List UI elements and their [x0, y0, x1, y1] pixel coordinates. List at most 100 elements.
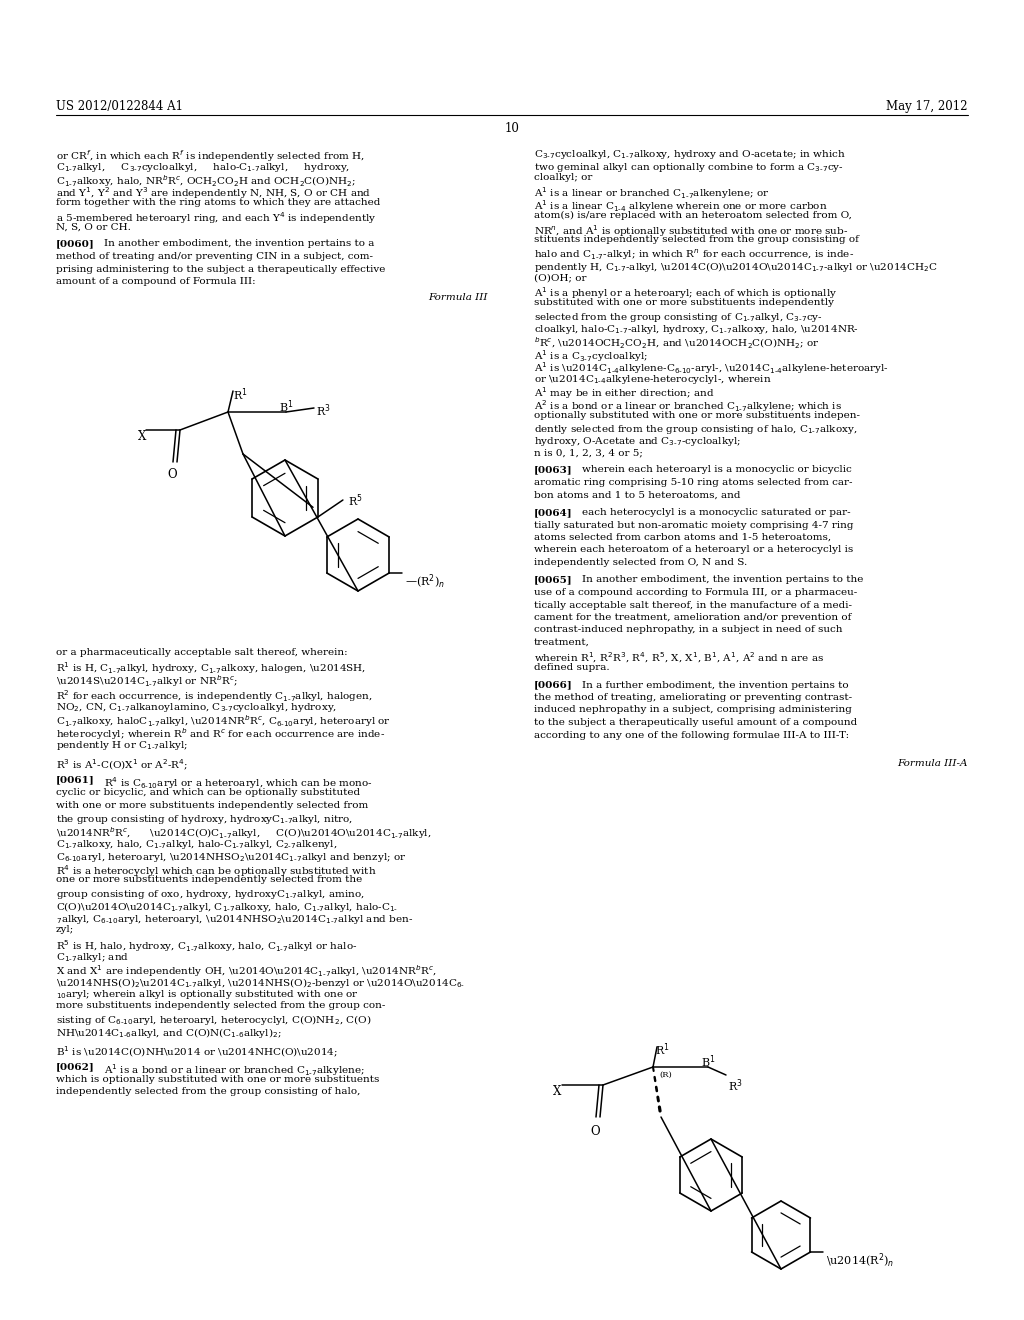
Text: B$^{1}$ is \u2014C(O)NH\u2014 or \u2014NHC(O)\u2014;: B$^{1}$ is \u2014C(O)NH\u2014 or \u2014N… — [56, 1044, 338, 1059]
Text: R$^{1}$: R$^{1}$ — [233, 385, 248, 403]
Text: Formula III: Formula III — [428, 293, 488, 302]
Text: May 17, 2012: May 17, 2012 — [887, 100, 968, 114]
Text: cloalkyl; or: cloalkyl; or — [534, 173, 592, 182]
Text: amount of a compound of Formula III:: amount of a compound of Formula III: — [56, 277, 256, 286]
Text: In another embodiment, the invention pertains to a: In another embodiment, the invention per… — [104, 239, 375, 248]
Text: $^{b}$R$^{c}$, \u2014OCH$_{2}$CO$_{2}$H, and \u2014OCH$_{2}$C(O)NH$_{2}$; or: $^{b}$R$^{c}$, \u2014OCH$_{2}$CO$_{2}$H,… — [534, 335, 819, 351]
Text: [0061]: [0061] — [56, 776, 95, 784]
Text: contrast-induced nephropathy, in a subject in need of such: contrast-induced nephropathy, in a subje… — [534, 626, 843, 635]
Text: atom(s) is/are replaced with an heteroatom selected from O,: atom(s) is/are replaced with an heteroat… — [534, 210, 852, 219]
Text: A$^{2}$ is a bond or a linear or branched C$_{1\text{-}7}$alkylene; which is: A$^{2}$ is a bond or a linear or branche… — [534, 399, 842, 413]
Text: \u2014NR$^{b}$R$^{c}$,      \u2014C(O)C$_{1\text{-}7}$alkyl,     C(O)\u2014O\u20: \u2014NR$^{b}$R$^{c}$, \u2014C(O)C$_{1\t… — [56, 825, 431, 841]
Text: one or more substituents independently selected from the: one or more substituents independently s… — [56, 875, 362, 884]
Text: tially saturated but non-aromatic moiety comprising 4-7 ring: tially saturated but non-aromatic moiety… — [534, 520, 853, 529]
Text: (R): (R) — [659, 1071, 672, 1078]
Text: C$_{1\text{-}7}$alkoxy, halo, C$_{1\text{-}7}$alkyl, halo-C$_{1\text{-}7}$alkyl,: C$_{1\text{-}7}$alkoxy, halo, C$_{1\text… — [56, 838, 337, 851]
Text: US 2012/0122844 A1: US 2012/0122844 A1 — [56, 100, 183, 114]
Text: each heterocyclyl is a monocyclic saturated or par-: each heterocyclyl is a monocyclic satura… — [582, 508, 851, 517]
Text: R$^{5}$ is H, halo, hydroxy, C$_{1\text{-}7}$alkoxy, halo, C$_{1\text{-}7}$alkyl: R$^{5}$ is H, halo, hydroxy, C$_{1\text{… — [56, 939, 357, 954]
Text: substituted with one or more substituents independently: substituted with one or more substituent… — [534, 298, 834, 308]
Text: or \u2014C$_{1\text{-}4}$alkylene-heterocyclyl-, wherein: or \u2014C$_{1\text{-}4}$alkylene-hetero… — [534, 374, 772, 385]
Text: tically acceptable salt thereof, in the manufacture of a medi-: tically acceptable salt thereof, in the … — [534, 601, 852, 610]
Text: defined supra.: defined supra. — [534, 663, 609, 672]
Text: \u2014NHS(O)$_{2}$\u2014C$_{1\text{-}7}$alkyl, \u2014NHS(O)$_{2}$-benzyl or \u20: \u2014NHS(O)$_{2}$\u2014C$_{1\text{-}7}$… — [56, 975, 465, 990]
Text: use of a compound according to Formula III, or a pharmaceu-: use of a compound according to Formula I… — [534, 587, 857, 597]
Text: O: O — [590, 1125, 600, 1138]
Text: sisting of C$_{6\text{-}10}$aryl, heteroaryl, heterocyclyl, C(O)NH$_{2}$, C(O): sisting of C$_{6\text{-}10}$aryl, hetero… — [56, 1012, 372, 1027]
Text: In another embodiment, the invention pertains to the: In another embodiment, the invention per… — [582, 576, 863, 585]
Text: induced nephropathy in a subject, comprising administering: induced nephropathy in a subject, compri… — [534, 705, 852, 714]
Text: [0063]: [0063] — [534, 466, 572, 474]
Text: NO$_{2}$, CN, C$_{1\text{-}7}$alkanoylamino, C$_{3\text{-}7}$cycloalkyl, hydroxy: NO$_{2}$, CN, C$_{1\text{-}7}$alkanoylam… — [56, 701, 337, 714]
Text: R$^{3}$ is A$^{1}$-C(O)X$^{1}$ or A$^{2}$-R$^{4}$;: R$^{3}$ is A$^{1}$-C(O)X$^{1}$ or A$^{2}… — [56, 756, 188, 772]
Text: A$^{1}$ is a C$_{3\text{-}7}$cycloalkyl;: A$^{1}$ is a C$_{3\text{-}7}$cycloalkyl; — [534, 348, 648, 364]
Text: group consisting of oxo, hydroxy, hydroxyC$_{1\text{-}7}$alkyl, amino,: group consisting of oxo, hydroxy, hydrox… — [56, 888, 365, 902]
Text: R$^{5}$: R$^{5}$ — [348, 492, 362, 508]
Text: independently selected from the group consisting of halo,: independently selected from the group co… — [56, 1088, 360, 1097]
Text: A$^{1}$ is a phenyl or a heteroaryl; each of which is optionally: A$^{1}$ is a phenyl or a heteroaryl; eac… — [534, 285, 838, 301]
Text: C(O)\u2014O\u2014C$_{1\text{-}7}$alkyl, C$_{1\text{-}7}$alkoxy, halo, C$_{1\text: C(O)\u2014O\u2014C$_{1\text{-}7}$alkyl, … — [56, 900, 398, 915]
Text: C$_{3\text{-}7}$cycloalkyl, C$_{1\text{-}7}$alkoxy, hydroxy and O-acetate; in wh: C$_{3\text{-}7}$cycloalkyl, C$_{1\text{-… — [534, 148, 846, 161]
Text: X and X$^{1}$ are independently OH, \u2014O\u2014C$_{1\text{-}7}$alkyl, \u2014NR: X and X$^{1}$ are independently OH, \u20… — [56, 964, 436, 979]
Text: R$^{4}$ is a heterocyclyl which can be optionally substituted with: R$^{4}$ is a heterocyclyl which can be o… — [56, 863, 377, 879]
Text: cloalkyl, halo-C$_{1\text{-}7}$-alkyl, hydroxy, C$_{1\text{-}7}$alkoxy, halo, \u: cloalkyl, halo-C$_{1\text{-}7}$-alkyl, h… — [534, 323, 859, 337]
Text: R$^{1}$ is H, C$_{1\text{-}7}$alkyl, hydroxy, C$_{1\text{-}7}$alkoxy, halogen, \: R$^{1}$ is H, C$_{1\text{-}7}$alkyl, hyd… — [56, 660, 367, 676]
Text: \u2014S\u2014C$_{1\text{-}7}$alkyl or NR$^{b}$R$^{c}$;: \u2014S\u2014C$_{1\text{-}7}$alkyl or NR… — [56, 673, 238, 689]
Text: dently selected from the group consisting of halo, C$_{1\text{-}7}$alkoxy,: dently selected from the group consistin… — [534, 422, 857, 436]
Text: cyclic or bicyclic, and which can be optionally substituted: cyclic or bicyclic, and which can be opt… — [56, 788, 360, 797]
Text: $_{7}$alkyl, C$_{6\text{-}10}$aryl, heteroaryl, \u2014NHSO$_{2}$\u2014C$_{1\text: $_{7}$alkyl, C$_{6\text{-}10}$aryl, hete… — [56, 913, 414, 927]
Text: wherein each heteroaryl is a monocyclic or bicyclic: wherein each heteroaryl is a monocyclic … — [582, 466, 852, 474]
Text: selected from the group consisting of C$_{1\text{-}7}$alkyl, C$_{3\text{-}7}$cy-: selected from the group consisting of C$… — [534, 310, 823, 323]
Text: or CR$^{f}$, in which each R$^{f}$ is independently selected from H,: or CR$^{f}$, in which each R$^{f}$ is in… — [56, 148, 365, 164]
Text: atoms selected from carbon atoms and 1-5 heteroatoms,: atoms selected from carbon atoms and 1-5… — [534, 533, 831, 543]
Text: C$_{1\text{-}7}$alkoxy, halo, NR$^{b}$R$^{c}$, OCH$_{2}$CO$_{2}$H and OCH$_{2}$C: C$_{1\text{-}7}$alkoxy, halo, NR$^{b}$R$… — [56, 173, 356, 189]
Text: C$_{1\text{-}7}$alkyl,     C$_{3\text{-}7}$cycloalkyl,     halo-C$_{1\text{-}7}$: C$_{1\text{-}7}$alkyl, C$_{3\text{-}7}$c… — [56, 161, 350, 173]
Text: X: X — [138, 430, 146, 444]
Text: N, S, O or CH.: N, S, O or CH. — [56, 223, 131, 232]
Text: $_{10}$aryl; wherein alkyl is optionally substituted with one or: $_{10}$aryl; wherein alkyl is optionally… — [56, 987, 358, 1001]
Text: R$^{1}$: R$^{1}$ — [655, 1041, 670, 1057]
Text: aromatic ring comprising 5-10 ring atoms selected from car-: aromatic ring comprising 5-10 ring atoms… — [534, 478, 853, 487]
Text: n is 0, 1, 2, 3, 4 or 5;: n is 0, 1, 2, 3, 4 or 5; — [534, 447, 643, 457]
Text: [0060]: [0060] — [56, 239, 95, 248]
Text: C$_{6\text{-}10}$aryl, heteroaryl, \u2014NHSO$_{2}$\u2014C$_{1\text{-}7}$alkyl a: C$_{6\text{-}10}$aryl, heteroaryl, \u201… — [56, 850, 407, 863]
Text: R$^{3}$: R$^{3}$ — [728, 1077, 742, 1093]
Text: a 5-membered heteroaryl ring, and each Y$^{4}$ is independently: a 5-membered heteroaryl ring, and each Y… — [56, 210, 377, 226]
Text: the method of treating, ameliorating or preventing contrast-: the method of treating, ameliorating or … — [534, 693, 852, 702]
Text: O: O — [167, 469, 177, 480]
Text: or a pharmaceutically acceptable salt thereof, wherein:: or a pharmaceutically acceptable salt th… — [56, 648, 347, 657]
Text: more substituents independently selected from the group con-: more substituents independently selected… — [56, 1001, 385, 1010]
Text: \u2014(R$^{2}$)$_{n}$: \u2014(R$^{2}$)$_{n}$ — [826, 1251, 895, 1270]
Text: and Y$^{1}$, Y$^{2}$ and Y$^{3}$ are independently N, NH, S, O or CH and: and Y$^{1}$, Y$^{2}$ and Y$^{3}$ are ind… — [56, 186, 371, 201]
Text: heterocyclyl; wherein R$^{b}$ and R$^{c}$ for each occurrence are inde-: heterocyclyl; wherein R$^{b}$ and R$^{c}… — [56, 726, 385, 742]
Text: method of treating and/or preventing CIN in a subject, com-: method of treating and/or preventing CIN… — [56, 252, 373, 261]
Text: which is optionally substituted with one or more substituents: which is optionally substituted with one… — [56, 1074, 379, 1084]
Text: 10: 10 — [505, 121, 519, 135]
Text: A$^{1}$ is a linear or branched C$_{1\text{-}7}$alkenylene; or: A$^{1}$ is a linear or branched C$_{1\te… — [534, 186, 770, 201]
Text: treatment,: treatment, — [534, 638, 590, 647]
Text: two geminal alkyl can optionally combine to form a C$_{3\text{-}7}$cy-: two geminal alkyl can optionally combine… — [534, 161, 844, 173]
Text: pendently H, C$_{1\text{-}7}$-alkyl, \u2014C(O)\u2014O\u2014C$_{1\text{-}7}$-alk: pendently H, C$_{1\text{-}7}$-alkyl, \u2… — [534, 260, 938, 275]
Text: R$^{2}$ for each occurrence, is independently C$_{1\text{-}7}$alkyl, halogen,: R$^{2}$ for each occurrence, is independ… — [56, 689, 373, 705]
Text: stituents independently selected from the group consisting of: stituents independently selected from th… — [534, 235, 859, 244]
Text: In a further embodiment, the invention pertains to: In a further embodiment, the invention p… — [582, 681, 849, 689]
Text: NR$^{n}$, and A$^{1}$ is optionally substituted with one or more sub-: NR$^{n}$, and A$^{1}$ is optionally subs… — [534, 223, 848, 239]
Text: A$^{1}$ is \u2014C$_{1\text{-}4}$alkylene-C$_{6\text{-}10}$-aryl-, \u2014C$_{1\t: A$^{1}$ is \u2014C$_{1\text{-}4}$alkylen… — [534, 360, 889, 376]
Text: with one or more substituents independently selected from: with one or more substituents independen… — [56, 800, 369, 809]
Text: (O)OH; or: (O)OH; or — [534, 273, 587, 282]
Text: A$^{1}$ may be in either direction; and: A$^{1}$ may be in either direction; and — [534, 385, 715, 401]
Text: to the subject a therapeutically useful amount of a compound: to the subject a therapeutically useful … — [534, 718, 857, 727]
Text: B$^{1}$: B$^{1}$ — [279, 399, 293, 414]
Text: C$_{1\text{-}7}$alkyl; and: C$_{1\text{-}7}$alkyl; and — [56, 950, 129, 964]
Text: C$_{1\text{-}7}$alkoxy, haloC$_{1\text{-}7}$alkyl, \u2014NR$^{b}$R$^{c}$, C$_{6\: C$_{1\text{-}7}$alkoxy, haloC$_{1\text{-… — [56, 714, 391, 729]
Text: R$^{4}$ is C$_{6\text{-}10}$aryl or a heteroaryl, which can be mono-: R$^{4}$ is C$_{6\text{-}10}$aryl or a he… — [104, 776, 373, 791]
Text: A$^{1}$ is a bond or a linear or branched C$_{1\text{-}7}$alkylene;: A$^{1}$ is a bond or a linear or branche… — [104, 1063, 365, 1078]
Text: B$^{1}$: B$^{1}$ — [700, 1053, 715, 1069]
Text: cament for the treatment, amelioration and/or prevention of: cament for the treatment, amelioration a… — [534, 612, 851, 622]
Text: Formula III-A: Formula III-A — [897, 759, 968, 768]
Text: R$^{3}$: R$^{3}$ — [316, 403, 331, 418]
Text: optionally substituted with one or more substituents indepen-: optionally substituted with one or more … — [534, 411, 860, 420]
Text: bon atoms and 1 to 5 heteroatoms, and: bon atoms and 1 to 5 heteroatoms, and — [534, 491, 740, 499]
Text: [0066]: [0066] — [534, 681, 572, 689]
Text: halo and C$_{1\text{-}7}$-alkyl; in which R$^{n}$ for each occurrence, is inde-: halo and C$_{1\text{-}7}$-alkyl; in whic… — [534, 248, 854, 263]
